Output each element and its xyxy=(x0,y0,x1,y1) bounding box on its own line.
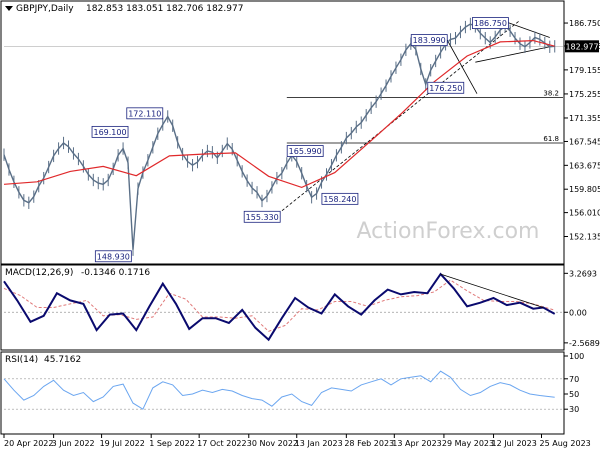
rsi-panel-frame xyxy=(0,351,565,435)
x-tick-label: 30 Nov 2022 xyxy=(247,439,298,448)
collapse-triangle-icon xyxy=(5,6,13,11)
price-ohlc: 182.853 183.051 182.706 182.977 xyxy=(86,4,243,14)
price-plot: 186.750183.025179.155175.255171.355167.5… xyxy=(3,17,600,263)
x-tick-label: 1 Sep 2022 xyxy=(149,439,195,448)
rsi-ytick-label: 70 xyxy=(569,375,579,384)
ema-line xyxy=(3,39,555,189)
price-ytick-label: 156.010 xyxy=(569,209,600,218)
x-tick-label: 13 Apr 2023 xyxy=(392,439,441,448)
x-tick-label: 29 May 2023 xyxy=(442,439,494,448)
price-ytick-label: 179.155 xyxy=(569,66,600,75)
macd-header: MACD(12,26,9) -0.1346 0.1716 xyxy=(5,268,150,278)
price-annotation-box xyxy=(321,192,359,205)
macd-plot: 3.2693 0.00 -2.5689 xyxy=(3,269,600,348)
price-annotation-box xyxy=(410,34,448,46)
x-tick-label: 19 Jul 2022 xyxy=(100,439,145,448)
price-annotation-label: 186.750 xyxy=(474,19,507,28)
price-annotation-label: 158.240 xyxy=(323,195,356,204)
price-annotation-label: 176.250 xyxy=(429,84,462,93)
price-ytick-label: 186.750 xyxy=(569,19,600,28)
price-annotation-label: 165.990 xyxy=(289,147,322,156)
price-ytick-label: 167.545 xyxy=(569,137,600,146)
price-ytick-label: 152.135 xyxy=(569,233,600,242)
rsi-header: RSI(14) 45.7162 xyxy=(5,355,81,365)
price-annotation-box xyxy=(94,250,132,263)
fib-level-label: 61.8 xyxy=(543,135,559,143)
price-series-line xyxy=(3,23,555,250)
x-tick-label: 28 Feb 2023 xyxy=(344,439,394,448)
price-annotation-box xyxy=(126,107,164,120)
x-tick-label: 3 Jun 2022 xyxy=(52,439,95,448)
trend-line xyxy=(475,46,550,63)
price-ytick-label: 171.355 xyxy=(569,114,600,123)
price-annotation-box xyxy=(472,17,509,29)
price-annotation-label: 172.110 xyxy=(128,109,161,118)
macd-panel-frame xyxy=(0,264,565,351)
macd-ytick-label: 0.00 xyxy=(569,308,587,317)
price-annotation-box xyxy=(243,210,281,223)
trend-channel-line xyxy=(270,19,521,221)
macd-signal-line xyxy=(3,279,555,332)
rsi-plot: 100 70 50 30 xyxy=(3,352,584,414)
rsi-title: RSI(14) xyxy=(5,355,38,365)
x-tick-label: 17 Oct 2022 xyxy=(197,439,246,448)
price-annotation-box xyxy=(427,81,465,94)
price-annotation-label: 183.990 xyxy=(413,36,446,45)
macd-ytick-label: -2.5689 xyxy=(569,339,600,348)
rsi-line xyxy=(3,370,555,410)
rsi-ytick-label: 100 xyxy=(569,352,584,361)
rsi-legend-value: 45.7162 xyxy=(44,355,81,365)
x-tick-label: 12 Jul 2023 xyxy=(492,439,537,448)
rsi-ytick-label: 30 xyxy=(569,405,579,414)
rsi-ytick-label: 50 xyxy=(569,390,579,399)
price-header: GBPJPY,Daily 182.853 183.051 182.706 182… xyxy=(5,4,243,14)
price-annotation-label: 155.330 xyxy=(246,213,279,222)
price-annotation-box xyxy=(91,125,129,138)
price-ytick-label: 159.805 xyxy=(569,185,600,194)
x-tick-label: 20 Apr 2022 xyxy=(4,439,53,448)
macd-trend-line xyxy=(440,273,544,308)
price-title: GBPJPY,Daily xyxy=(16,4,74,14)
fib-level-label: 38.2 xyxy=(543,89,559,97)
price-annotation-label: 169.100 xyxy=(93,128,126,137)
x-tick-label: 25 Aug 2023 xyxy=(540,439,591,448)
price-annotation-box xyxy=(286,145,324,157)
macd-legend-values: -0.1346 0.1716 xyxy=(81,268,150,278)
watermark: ActionForex.com xyxy=(357,219,540,244)
price-ytick-label: 175.255 xyxy=(569,90,600,99)
x-tick-label: 13 Jan 2023 xyxy=(295,439,343,448)
current-price-tag xyxy=(565,40,599,53)
current-price-label: 182.977 xyxy=(565,42,598,51)
macd-title: MACD(12,26,9) xyxy=(5,268,73,278)
trend-line xyxy=(508,22,550,38)
macd-line xyxy=(3,272,556,342)
trend-line xyxy=(446,39,478,94)
price-annotation-label: 148.930 xyxy=(97,252,130,261)
price-ytick-label: 163.675 xyxy=(569,161,600,170)
macd-ytick-label: 3.2693 xyxy=(569,269,597,278)
